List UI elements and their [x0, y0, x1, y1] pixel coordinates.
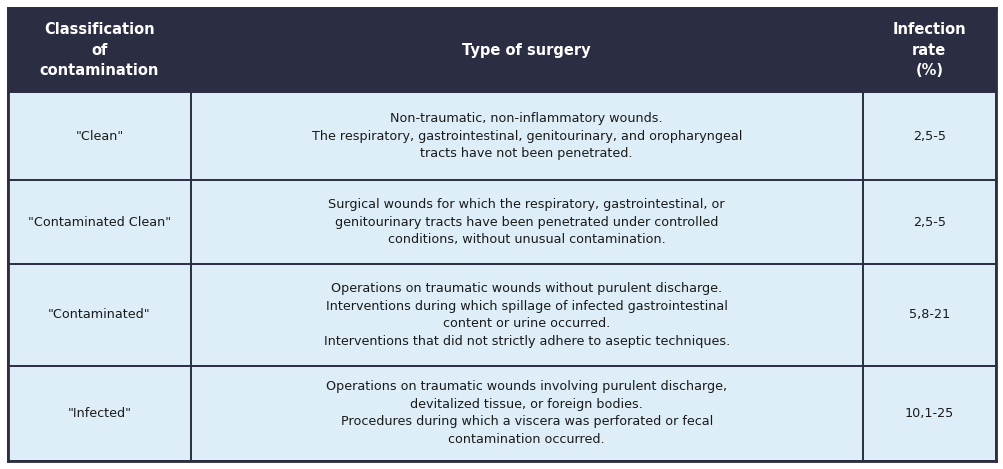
Bar	[862, 366, 995, 461]
Text: 2,5-5: 2,5-5	[912, 216, 945, 228]
Bar	[8, 264, 191, 366]
Bar	[191, 180, 862, 264]
Bar	[191, 264, 862, 366]
Bar	[862, 180, 995, 264]
Bar	[191, 8, 862, 92]
Text: Type of surgery: Type of surgery	[462, 43, 591, 58]
Bar	[8, 92, 191, 180]
Text: Operations on traumatic wounds involving purulent discharge,
devitalized tissue,: Operations on traumatic wounds involving…	[326, 380, 726, 446]
Bar	[191, 366, 862, 461]
Text: "Infected": "Infected"	[67, 407, 131, 420]
Bar	[8, 8, 191, 92]
Bar	[191, 92, 862, 180]
Text: "Clean": "Clean"	[75, 129, 123, 143]
Text: 10,1-25: 10,1-25	[904, 407, 953, 420]
Text: Infection
rate
(%): Infection rate (%)	[892, 23, 965, 78]
Text: Classification
of
contamination: Classification of contamination	[40, 23, 158, 78]
Text: Surgical wounds for which the respiratory, gastrointestinal, or
genitourinary tr: Surgical wounds for which the respirator…	[328, 198, 724, 246]
Text: 2,5-5: 2,5-5	[912, 129, 945, 143]
Text: Operations on traumatic wounds without purulent discharge.
Interventions during : Operations on traumatic wounds without p…	[323, 282, 729, 348]
Bar	[862, 92, 995, 180]
Bar	[8, 180, 191, 264]
Text: "Contaminated": "Contaminated"	[48, 308, 150, 321]
Text: 5,8-21: 5,8-21	[908, 308, 949, 321]
Bar	[862, 8, 995, 92]
Bar	[8, 366, 191, 461]
Bar	[862, 264, 995, 366]
Text: Non-traumatic, non-inflammatory wounds.
The respiratory, gastrointestinal, genit: Non-traumatic, non-inflammatory wounds. …	[311, 112, 741, 160]
Text: "Contaminated Clean": "Contaminated Clean"	[28, 216, 171, 228]
